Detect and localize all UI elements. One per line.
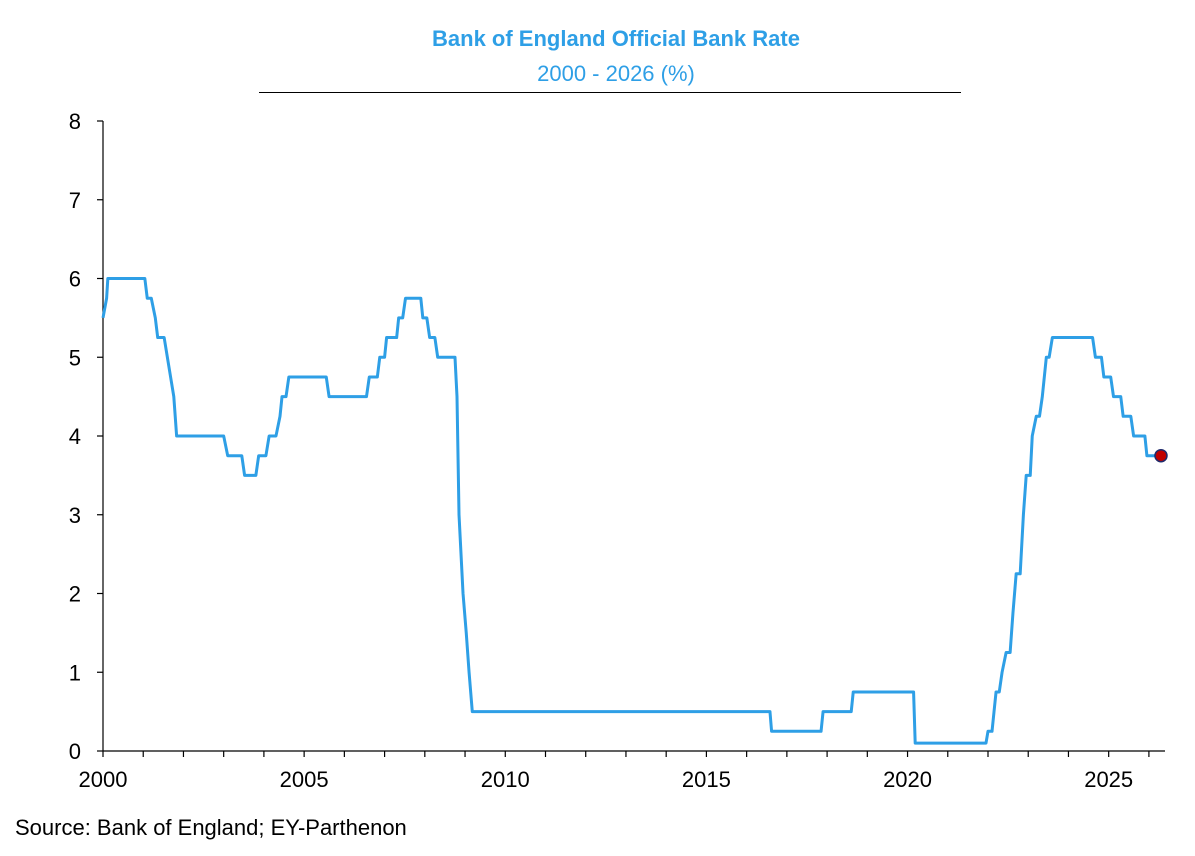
x-tick-label: 2000 bbox=[79, 767, 128, 792]
x-tick-label: 2025 bbox=[1084, 767, 1133, 792]
y-tick-label: 8 bbox=[69, 109, 81, 134]
latest-value-marker bbox=[1154, 448, 1168, 463]
y-tick-label: 2 bbox=[69, 582, 81, 607]
x-tick-label: 2005 bbox=[280, 767, 329, 792]
series-line-0 bbox=[101, 277, 1161, 745]
axes: 0 1 2 3 4 5 6 7 8 2000 2005 2010 2015 2020 2025 bbox=[69, 109, 1165, 792]
title-underline bbox=[259, 92, 961, 93]
y-tick-label: 4 bbox=[69, 424, 81, 449]
y-tick-label: 6 bbox=[69, 267, 81, 292]
x-tick-label: 2020 bbox=[883, 767, 932, 792]
series-layer bbox=[101, 277, 1161, 745]
marker-layer bbox=[1154, 448, 1168, 463]
x-tick-label: 2015 bbox=[682, 767, 731, 792]
source-note: Source: Bank of England; EY-Parthenon bbox=[15, 815, 407, 840]
y-tick-label: 7 bbox=[69, 188, 81, 213]
y-tick-label: 0 bbox=[69, 739, 81, 764]
chart-title: Bank of England Official Bank Rate bbox=[432, 26, 800, 51]
chart-subtitle: 2000 - 2026 (%) bbox=[537, 61, 695, 86]
x-tick-label: 2010 bbox=[481, 767, 530, 792]
y-tick-label: 1 bbox=[69, 660, 81, 685]
y-tick-label: 3 bbox=[69, 503, 81, 528]
y-tick-label: 5 bbox=[69, 345, 81, 370]
